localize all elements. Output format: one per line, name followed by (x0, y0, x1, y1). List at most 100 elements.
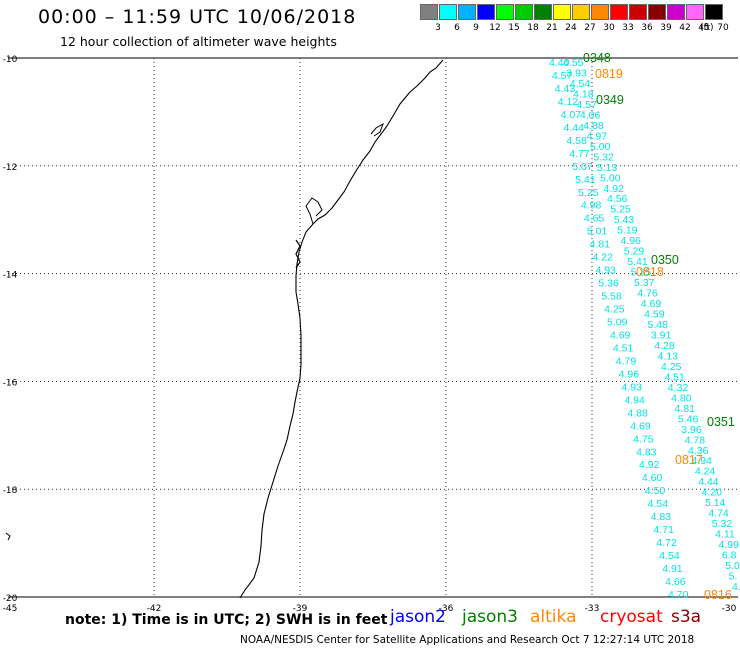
scale-swatch (572, 4, 590, 20)
lon-tick-label: -30 (722, 604, 737, 614)
lon-tick-label: -36 (439, 604, 454, 614)
track-value-pass-a: 4.92 (604, 183, 625, 195)
track-value-pass-a: 4.99 (718, 539, 739, 551)
track-value-pass-b: 4.44 (564, 122, 585, 134)
track-value-pass-b: 4.98 (581, 200, 602, 212)
lat-tick-label: -20 (3, 594, 18, 604)
track-value-pass-a: 5.32 (712, 518, 733, 530)
track-value-pass-a: 6.8 (722, 550, 737, 562)
track-value-pass-b: 4.79 (616, 355, 637, 367)
track-value-pass-a: 4.11 (715, 529, 735, 541)
lon-tick-label: -39 (293, 604, 308, 614)
track-value-pass-b: 4.70 (668, 589, 689, 601)
legend-jason3: jason3 (462, 607, 518, 627)
scale-tick-label: 45 (698, 23, 710, 33)
lat-tick-label: -18 (3, 486, 18, 496)
scale-tick-label: 6 (454, 23, 460, 33)
track-value-pass-b: 4.50 (645, 485, 666, 497)
pass-time-label: 0817 (675, 453, 703, 467)
track-value-pass-b: 5.58 (601, 291, 622, 303)
coastline-bay (370, 122, 384, 137)
footer-credit: NOAA/NESDIS Center for Satellite Applica… (240, 634, 695, 646)
track-value-pass-a: 4.13 (658, 350, 679, 362)
lat-tick-label: -16 (3, 378, 18, 388)
scale-swatch (420, 4, 438, 20)
track-value-pass-a: 4.51 (664, 371, 685, 383)
track-value-pass-b: 4.81 (590, 239, 611, 251)
lon-tick-label: -33 (585, 604, 600, 614)
scale-swatch (648, 4, 666, 20)
track-value-pass-b: 4.57 (552, 70, 573, 82)
track-value-pass-a: 4.06 (580, 109, 601, 121)
scale-tick-label: 12 (489, 23, 501, 33)
scale-tick-label: 9 (473, 23, 479, 33)
scale-tick-label: 33 (622, 23, 634, 33)
track-value-pass-b: 4.77 (569, 148, 590, 160)
track-value-pass-b: 5.36 (598, 278, 619, 290)
track-value-pass-a: 3.91 (651, 329, 672, 341)
track-value-pass-b: 4.88 (627, 407, 648, 419)
track-value-pass-b: 5.41 (575, 174, 596, 186)
scale-tick-label: 70 (717, 23, 729, 33)
scale-tick-label: 27 (584, 23, 596, 33)
coastline (239, 59, 444, 599)
track-value-pass-b: 4.54 (659, 550, 680, 562)
track-value-pass-a: 4.78 (685, 434, 706, 446)
track-value-pass-b: 5.07 (572, 161, 593, 173)
pass-time-label: 0819 (595, 67, 623, 81)
track-value-pass-b: 4.93 (622, 381, 643, 393)
track-value-pass-b: 4.40 (549, 57, 570, 69)
track-value-pass-b: 4.43 (555, 83, 576, 95)
scale-swatch (667, 4, 685, 20)
track-value-pass-a: 5.37 (634, 277, 655, 289)
scale-swatch (458, 4, 476, 20)
pass-time-label: 0816 (704, 588, 732, 602)
legend-jason2: jason2 (390, 607, 446, 627)
track-value-pass-a: 5.43 (614, 214, 635, 226)
track-value-pass-a: 4.18 (573, 88, 594, 100)
track-value-pass-a: 4.20 (702, 487, 723, 499)
track-value-pass-a: 5.14 (705, 497, 726, 509)
lon-tick-label: -45 (3, 604, 18, 614)
track-value-pass-a: 5.19 (617, 225, 638, 237)
track-value-pass-b: 4.69 (610, 329, 631, 341)
track-value-pass-a: 5.29 (624, 246, 645, 258)
scale-swatch (629, 4, 647, 20)
scale-tick-label: 39 (660, 23, 672, 33)
track-value-pass-b: 4.83 (651, 511, 672, 523)
scale-unit-label: (ft) (700, 23, 714, 33)
pass-time-label: 0818 (636, 265, 664, 279)
track-value-pass-a: 5.00 (600, 172, 621, 184)
track-value-pass-a: 5.00 (590, 141, 611, 153)
lat-tick-label: -12 (3, 163, 18, 173)
pass-time-label: 0349 (596, 93, 624, 107)
scale-swatch (496, 4, 514, 20)
track-value-pass-a: 4. (732, 581, 740, 593)
note-text: note: 1) Time is in UTC; 2) SWH is in fe… (65, 612, 388, 628)
scale-tick-label: 15 (508, 23, 520, 33)
pass-time-label: 0350 (651, 253, 679, 267)
scale-tick-label: 18 (527, 23, 539, 33)
track-value-pass-b: 4.94 (624, 394, 645, 406)
track-value-pass-b: 4.60 (642, 472, 663, 484)
scale-swatch (705, 4, 723, 20)
track-value-pass-a: 5.0 (725, 560, 740, 572)
lat-tick-label: -10 (3, 55, 18, 65)
track-value-pass-a: 4.88 (583, 120, 604, 132)
track-value-pass-b: 5.09 (607, 317, 628, 329)
track-value-pass-a: 5.25 (610, 204, 631, 216)
track-value-pass-b: 4.69 (630, 420, 651, 432)
track-value-pass-b: 5.01 (587, 226, 608, 238)
track-value-pass-a: 4.55 (563, 57, 584, 69)
legend-altika: altika (530, 607, 577, 627)
track-value-pass-b: 4.83 (636, 446, 657, 458)
track-value-pass-b: 4.58 (566, 135, 587, 147)
map-title: 00:00 – 11:59 UTC 10/06/2018 (38, 6, 357, 28)
scale-tick-label: 21 (546, 23, 558, 33)
track-value-pass-a: 4.97 (587, 130, 608, 142)
track-value-pass-b: 4.75 (633, 433, 654, 445)
scale-swatch (515, 4, 533, 20)
legend-cryosat: cryosat (600, 607, 663, 627)
track-value-pass-a: 5.41 (627, 256, 648, 268)
track-value-pass-a: 4.56 (607, 193, 628, 205)
